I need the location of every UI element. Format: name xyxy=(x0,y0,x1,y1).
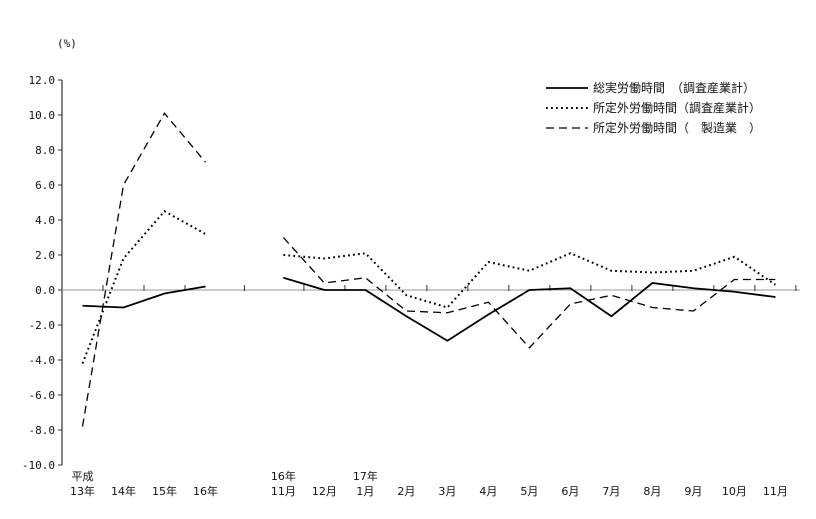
y-tick-label: -10.0 xyxy=(22,459,55,472)
y-tick-label: -8.0 xyxy=(29,424,56,437)
series-line-dotted-yearly xyxy=(81,209,206,364)
y-tick-label: 8.0 xyxy=(35,144,55,157)
x-label-month: 5月 xyxy=(520,485,538,498)
x-label-month: 7月 xyxy=(602,485,620,498)
y-tick-label: 0.0 xyxy=(35,284,55,297)
y-tick-label: 2.0 xyxy=(35,249,55,262)
x-label-year-over-month: 17年 xyxy=(353,469,378,483)
y-tick-label: 12.0 xyxy=(29,74,56,87)
x-label-month: 3月 xyxy=(438,485,456,498)
x-label-month: 6月 xyxy=(561,485,579,498)
legend-label: 総実労働時間 （調査産業計） xyxy=(593,80,755,95)
x-label-year: 14年 xyxy=(111,484,136,498)
x-label-year: 13年 xyxy=(70,484,95,498)
x-label-month: 11月 xyxy=(763,485,788,498)
x-label-year: 16年 xyxy=(193,484,218,498)
x-label-month: 2月 xyxy=(397,485,415,498)
legend-label: 所定外労働時間（調査産業計） xyxy=(593,100,761,115)
y-axis xyxy=(58,79,63,466)
y-axis-unit-label: (%) xyxy=(57,37,77,50)
series-line-dashed-monthly xyxy=(282,237,776,349)
legend: 総実労働時間 （調査産業計） 所定外労働時間（調査産業計） 所定外労働時間（ 製造業… xyxy=(546,80,761,135)
series-line-solid-monthly xyxy=(283,276,776,342)
x-label-era: 平成 xyxy=(72,470,94,483)
x-label-month: 11月 xyxy=(271,485,296,498)
y-tick-label: -6.0 xyxy=(29,389,56,402)
x-label-month: 10月 xyxy=(722,485,747,498)
series-line-dashed-yearly xyxy=(81,112,206,427)
y-tick-labels: 12.0 10.0 8.0 6.0 4.0 2.0 0.0 -2.0 -4.0 -6.0 -8.0 -… xyxy=(22,74,55,472)
y-tick-label: 6.0 xyxy=(35,179,55,192)
legend-label: 所定外労働時間（ 製造業 ） xyxy=(593,120,761,135)
series-lines xyxy=(81,112,776,427)
x-label-month: 4月 xyxy=(479,485,497,498)
x-label-year: 15年 xyxy=(152,484,177,498)
x-label-month: 1月 xyxy=(356,485,374,498)
y-tick-label: -2.0 xyxy=(29,319,56,332)
x-label-month: 8月 xyxy=(643,485,661,498)
y-tick-label: 10.0 xyxy=(29,109,56,122)
x-label-year-over-month: 16年 xyxy=(271,469,296,483)
x-label-month: 12月 xyxy=(312,485,337,498)
x-label-month: 9月 xyxy=(684,485,702,498)
y-tick-label: -4.0 xyxy=(29,354,56,367)
series-line-dotted-monthly xyxy=(283,252,776,309)
y-tick-label: 4.0 xyxy=(35,214,55,227)
